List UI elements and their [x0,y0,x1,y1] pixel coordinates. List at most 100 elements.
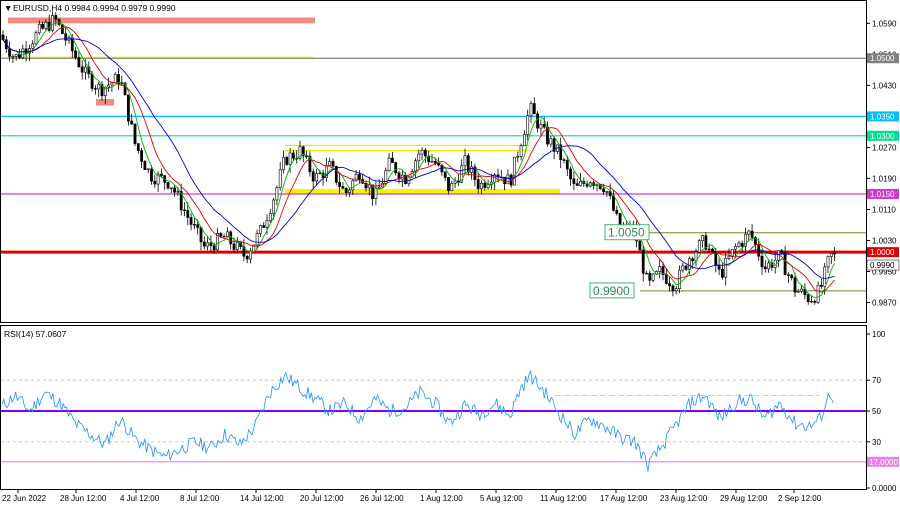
level-price-tag-label: 1.0300 [870,132,895,141]
candle-body [397,172,401,180]
candle [74,47,78,60]
candle-body [11,56,15,58]
candle [193,216,196,230]
candle-body [437,163,441,166]
candle [120,75,124,86]
candle [390,152,394,163]
candle-body [552,138,556,152]
candle-body [103,86,107,97]
candle [711,247,714,254]
y-tick-label: 1.0030 [872,237,897,246]
candle [423,148,427,163]
candle-body [740,242,744,247]
candle-body [697,240,701,253]
candle-body [133,123,137,144]
candle-body [140,150,144,162]
candle [136,143,140,154]
candle [734,243,738,257]
y-tick-label: 1.0590 [872,19,897,28]
zone-rect [8,17,315,24]
candle [64,27,68,46]
candle-body [97,83,101,90]
price-plot-area: 1.0050 0.9900 [1,11,866,305]
candle [189,213,193,231]
candle-body [212,245,216,251]
candle-body [31,43,35,49]
candle [245,254,249,264]
symbol-header: EURUSD,H4 0.9984 0.9994 0.9979 0.9990 [13,3,176,13]
candle-body [74,50,78,58]
current-price-label: 0.9990 [870,261,895,270]
moving-average-line [2,26,835,293]
candle [301,145,305,163]
candle-body [786,274,790,276]
candle [480,180,483,194]
candle-body [249,251,252,260]
y-tick-label: 1.0110 [872,205,896,214]
candle [173,184,177,197]
candle-body [658,266,662,272]
candle-body [456,180,460,183]
candle-body [612,195,615,211]
candle [387,152,391,172]
candle [338,173,342,194]
candle [697,238,701,254]
candle-body [390,157,394,163]
candle-body [245,255,249,260]
candle-body [357,173,361,180]
candle-body [536,113,540,129]
candle [179,183,183,216]
candle [671,284,675,297]
candle-body [681,265,685,271]
candle-body [199,227,203,243]
candle-body [661,266,665,275]
candle [522,130,526,146]
candle [648,270,652,286]
candle-body [816,284,820,303]
candle [532,97,536,115]
candle-body [750,230,754,238]
candle-body [84,66,87,73]
level-price-tag [867,130,899,141]
candle-body [833,252,837,255]
candle-body [235,241,239,250]
candle [519,143,523,161]
candle [1,30,5,41]
candle-body [315,173,318,182]
candle [668,276,672,292]
candle [150,164,153,185]
x-tick-label: 17 Aug 12:00 [600,494,648,503]
candle [450,180,454,192]
candle [315,169,318,186]
candle [166,181,170,190]
candle [140,148,144,169]
x-tick-label: 2 Sep 12:00 [778,494,822,503]
candle [740,240,744,252]
candle [674,286,678,295]
candle [793,272,797,297]
candle-body [773,259,777,268]
candle [513,156,516,186]
candle-body [206,242,210,247]
candle-body [351,180,355,191]
candle-body [823,266,827,287]
moving-average-line [2,38,835,279]
candle [664,268,668,285]
candle-body [94,88,97,90]
candle-body [21,48,25,58]
candle [14,53,18,61]
candle-body [24,48,28,54]
candle [94,85,97,95]
candle-body [354,173,358,182]
candle [559,137,563,169]
candle [536,111,540,133]
candle-body [427,155,431,163]
candle-body [691,258,695,262]
candle-body [160,173,163,176]
candle [447,177,450,195]
candle-body [724,258,728,278]
candle [819,279,823,289]
candle-body [146,168,150,171]
candle [645,271,648,275]
